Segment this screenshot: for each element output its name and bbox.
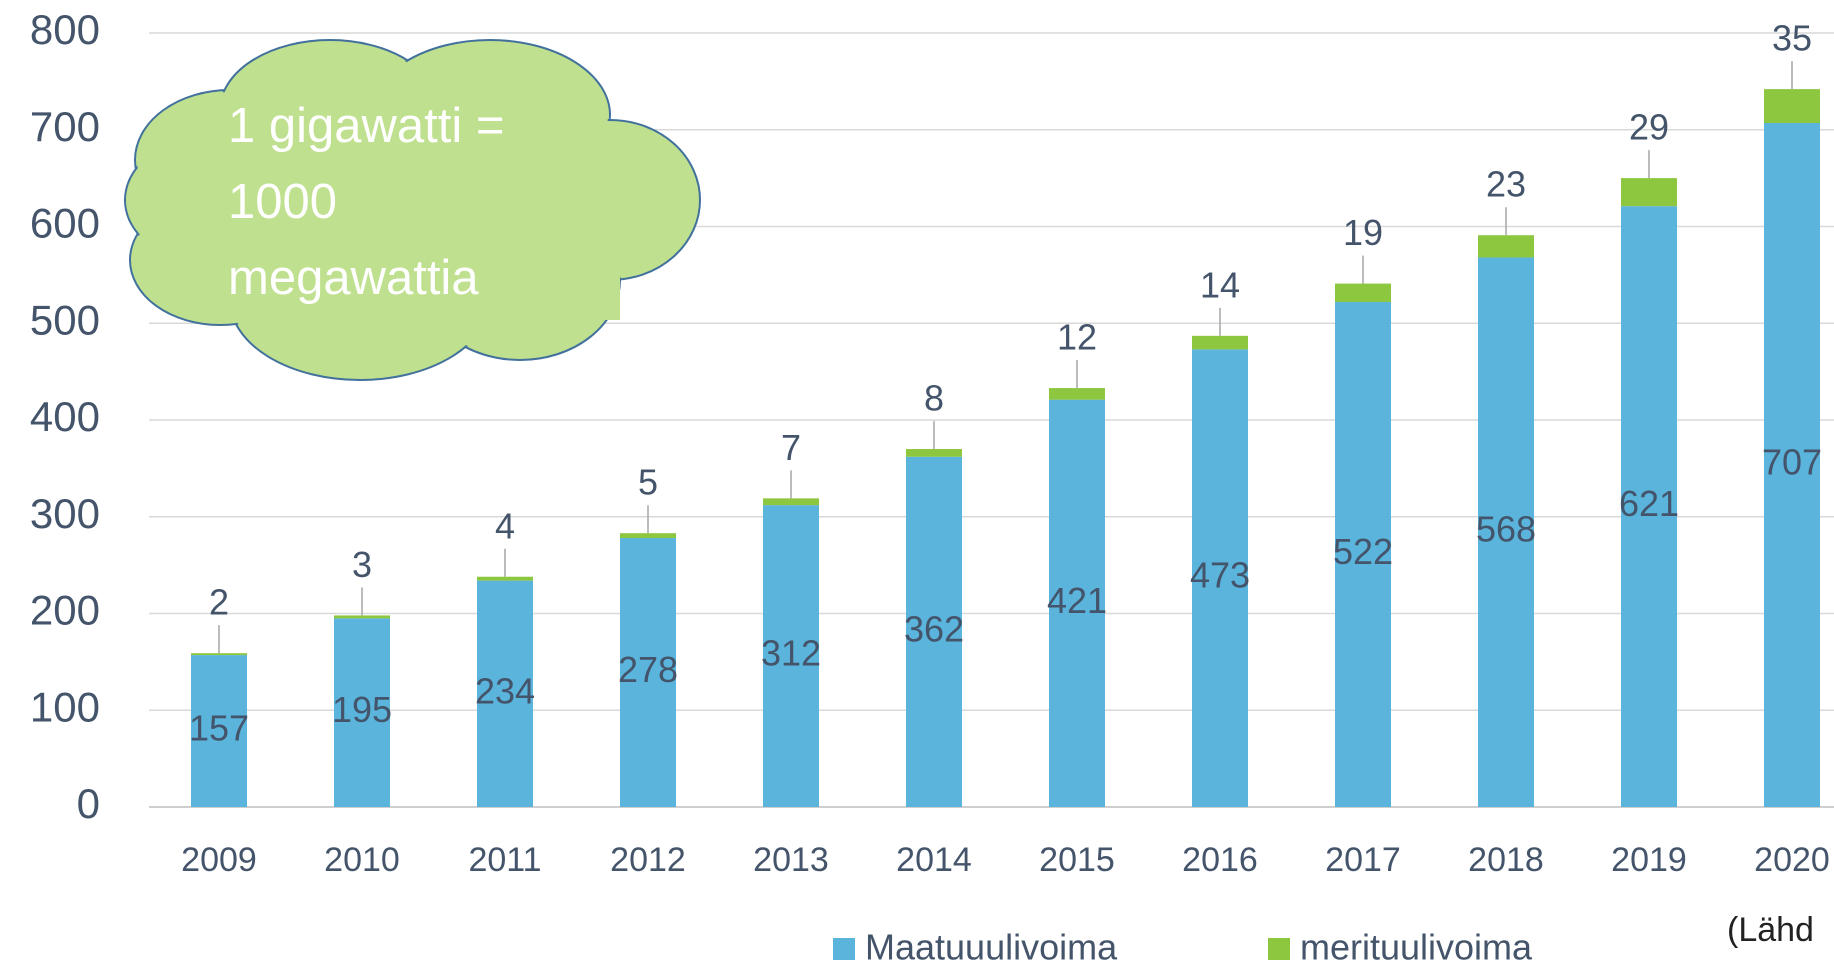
x-tick-label: 2014 — [896, 841, 972, 879]
y-tick-label: 700 — [30, 103, 100, 150]
y-tick-label: 300 — [30, 490, 100, 537]
data-label: 421 — [1047, 580, 1107, 621]
legend-label: merituulivoima — [1300, 927, 1533, 967]
data-label: 707 — [1762, 442, 1822, 483]
y-tick-label: 0 — [77, 780, 100, 827]
bar-segment — [1764, 89, 1820, 123]
source-note: (Lähd — [1727, 911, 1814, 949]
bar-segment — [1621, 178, 1677, 206]
bar-segment — [763, 498, 819, 505]
data-label: 2 — [209, 582, 229, 623]
annotation: megawattia — [228, 251, 479, 305]
bar-segment — [1478, 235, 1534, 257]
bar-segment — [1049, 388, 1105, 400]
legend-label: Maatuuulivoima — [865, 927, 1118, 967]
y-tick-label: 200 — [30, 587, 100, 634]
bar-segment — [334, 615, 390, 618]
x-tick-label: 2012 — [610, 841, 686, 879]
y-tick-label: 100 — [30, 683, 100, 730]
chart: 1 gigawatti = 1000 megawattia (Lähd 0 100… — [0, 0, 1834, 967]
data-label: 568 — [1476, 509, 1536, 550]
bar-segment — [1192, 336, 1248, 350]
bar-segment — [906, 449, 962, 457]
data-label: 157 — [189, 708, 249, 749]
data-label: 35 — [1772, 18, 1812, 59]
data-label: 522 — [1333, 531, 1393, 572]
x-tick-label: 2011 — [468, 841, 541, 879]
data-label: 12 — [1057, 317, 1097, 358]
y-tick-label: 800 — [30, 6, 100, 53]
bar-segment — [477, 577, 533, 581]
data-label: 4 — [495, 505, 515, 546]
data-label: 14 — [1200, 264, 1240, 305]
data-label: 8 — [924, 378, 944, 419]
x-tick-label: 2013 — [753, 841, 829, 879]
x-tick-label: 2020 — [1754, 841, 1830, 879]
x-tick-label: 2017 — [1325, 841, 1401, 879]
data-label: 3 — [352, 544, 372, 585]
x-tick-label: 2016 — [1182, 841, 1258, 879]
x-tick-label: 2010 — [324, 841, 400, 879]
bar-segment — [1335, 284, 1391, 302]
data-label: 5 — [638, 462, 658, 503]
data-label: 195 — [332, 689, 392, 730]
x-tick-label: 2015 — [1039, 841, 1115, 879]
data-label: 278 — [618, 649, 678, 690]
legend-swatch — [833, 938, 855, 960]
x-tick-label: 2018 — [1468, 841, 1544, 879]
data-label: 312 — [761, 633, 821, 674]
y-tick-label: 400 — [30, 393, 100, 440]
y-tick-label: 500 — [30, 296, 100, 343]
annotation: 1000 — [228, 175, 337, 229]
data-label: 7 — [781, 427, 801, 468]
data-label: 473 — [1190, 555, 1250, 596]
legend-swatch — [1268, 938, 1290, 960]
data-label: 234 — [475, 670, 535, 711]
data-label: 23 — [1486, 164, 1526, 205]
x-tick-label: 2019 — [1611, 841, 1687, 879]
bar-segment — [620, 533, 676, 538]
data-label: 621 — [1619, 483, 1679, 524]
data-label: 29 — [1629, 107, 1669, 148]
bar-segment — [191, 653, 247, 655]
x-tick-label: 2009 — [181, 841, 257, 879]
data-label: 362 — [904, 608, 964, 649]
annotation: 1 gigawatti = — [228, 99, 505, 153]
y-tick-label: 600 — [30, 200, 100, 247]
data-label: 19 — [1343, 212, 1383, 253]
